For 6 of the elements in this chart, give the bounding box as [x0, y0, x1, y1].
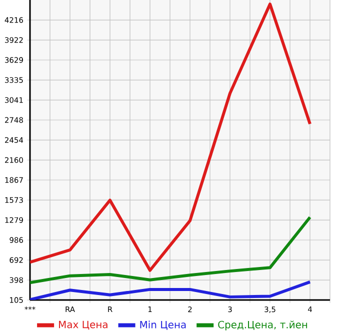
- legend-label: Сред.Цена, т.йен: [218, 320, 308, 330]
- legend-label: Min Цена: [140, 320, 186, 330]
- line-series: [30, 2, 312, 272]
- line-series: [30, 216, 312, 284]
- legend-label: Max Цена: [59, 320, 108, 330]
- line-series: [30, 280, 312, 300]
